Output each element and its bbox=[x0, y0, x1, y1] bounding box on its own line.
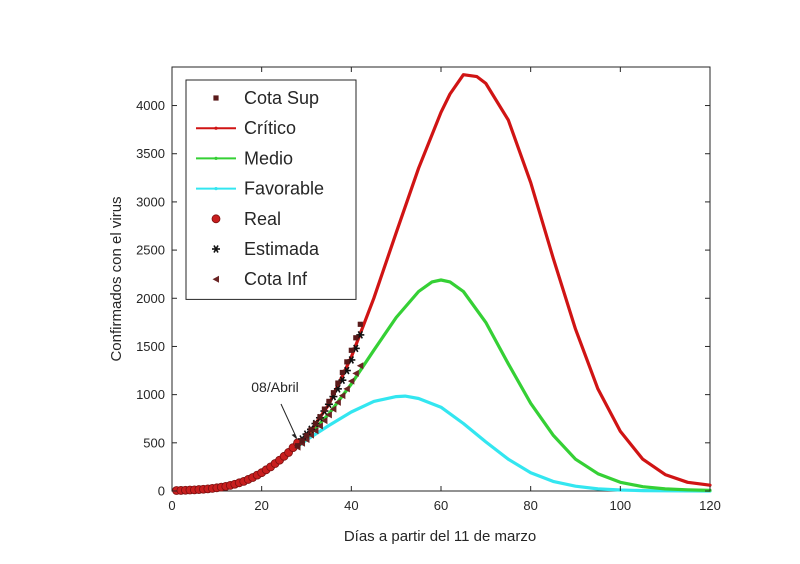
cota-inf-point bbox=[212, 275, 219, 283]
y-tick-label: 3000 bbox=[136, 194, 165, 209]
legend-label: Estimada bbox=[244, 239, 320, 259]
y-tick-label: 4000 bbox=[136, 98, 165, 113]
legend-line-marker bbox=[214, 156, 218, 160]
asterisk-stroke bbox=[339, 376, 346, 385]
cota-sup-point bbox=[308, 427, 314, 433]
x-tick-label: 60 bbox=[434, 498, 448, 513]
cota-inf-point bbox=[329, 405, 337, 413]
real-point bbox=[211, 214, 221, 224]
asterisk-stroke bbox=[353, 344, 359, 353]
legend-item-real: Real bbox=[211, 209, 281, 229]
cota-sup-point bbox=[299, 438, 305, 444]
cota-inf-point bbox=[347, 377, 355, 385]
legend-item-cota-inf: Cota Inf bbox=[212, 269, 308, 289]
cota-inf-point bbox=[356, 362, 364, 370]
series-line-cr-tico bbox=[295, 73, 712, 487]
asterisk-stroke bbox=[335, 384, 341, 393]
x-tick-label: 40 bbox=[344, 498, 358, 513]
cota-inf-point bbox=[334, 398, 341, 406]
estimada-point bbox=[338, 376, 347, 385]
ticks-layer: 0 20 40 60 80 100 120 0 500 1000 1500 2000 2500 3000 3… bbox=[136, 67, 721, 513]
series-real bbox=[172, 438, 302, 495]
asterisk-stroke bbox=[344, 366, 350, 375]
cota-sup-point bbox=[344, 359, 350, 365]
y-tick-label: 0 bbox=[158, 484, 165, 499]
cota-sup-point bbox=[348, 347, 354, 353]
cota-sup-point bbox=[353, 335, 359, 341]
legend-item-cr-tico: Crítico bbox=[196, 118, 296, 138]
series-favorable bbox=[295, 394, 712, 493]
x-tick-label: 80 bbox=[523, 498, 537, 513]
x-axis-label: Días a partir del 11 de marzo bbox=[344, 528, 536, 545]
legend-line-marker bbox=[214, 187, 218, 191]
estimada-point bbox=[356, 330, 365, 339]
y-tick-label: 500 bbox=[143, 435, 165, 450]
cota-sup-point bbox=[335, 380, 341, 386]
annotation-arrow-head bbox=[291, 433, 298, 440]
legend-label: Cota Sup bbox=[244, 88, 319, 108]
y-tick-label: 2500 bbox=[136, 243, 165, 258]
cota-inf-point bbox=[338, 392, 346, 400]
y-tick-label: 2000 bbox=[136, 291, 165, 306]
y-axis-label: Confirmados con el virus bbox=[108, 196, 125, 361]
cota-sup-point bbox=[326, 398, 332, 404]
estimada-point bbox=[212, 245, 220, 253]
y-tick-label: 1500 bbox=[136, 339, 165, 354]
cota-inf-point bbox=[352, 369, 359, 377]
asterisk-stroke bbox=[357, 330, 363, 339]
legend-label: Favorable bbox=[244, 179, 324, 199]
legend-label: Cota Inf bbox=[244, 269, 308, 289]
legend-item-estimada: Estimada bbox=[212, 239, 320, 259]
cota-inf-point bbox=[311, 427, 319, 435]
legend-label: Crítico bbox=[244, 118, 296, 138]
legend-box bbox=[185, 79, 357, 300]
legend-item-cota-sup: Cota Sup bbox=[213, 88, 319, 108]
cota-inf-point bbox=[325, 411, 332, 419]
cota-sup-point bbox=[321, 406, 328, 412]
cota-sup-point bbox=[294, 443, 301, 449]
cota-inf-point bbox=[343, 385, 350, 393]
legend-line-marker bbox=[214, 126, 218, 130]
x-tick-label: 100 bbox=[609, 498, 631, 513]
legend-item-medio: Medio bbox=[196, 148, 293, 168]
cota-inf-point bbox=[307, 431, 314, 439]
legend-label: Medio bbox=[244, 148, 293, 168]
cota-sup-point bbox=[213, 95, 219, 101]
x-tick-label: 20 bbox=[254, 498, 268, 513]
cota-sup-point bbox=[303, 432, 310, 439]
asterisk-stroke bbox=[213, 245, 219, 253]
series-line-favorable bbox=[295, 394, 712, 493]
y-tick-label: 3500 bbox=[136, 146, 165, 161]
cota-sup-point bbox=[312, 420, 319, 427]
y-tick-label: 1000 bbox=[136, 387, 165, 402]
cota-sup-point bbox=[330, 390, 336, 396]
legend: Cota Sup Crítico Medio Favorable Real Estimad… bbox=[185, 79, 357, 300]
annotation-arrow-shaft bbox=[280, 403, 297, 439]
legend-label: Real bbox=[244, 209, 281, 229]
annotation: 08/Abril bbox=[251, 379, 299, 440]
cota-sup-point bbox=[317, 414, 323, 420]
cota-inf-point bbox=[320, 417, 328, 425]
series-cota-sup bbox=[294, 321, 363, 449]
series-layer bbox=[172, 73, 712, 495]
asterisk-stroke bbox=[348, 356, 355, 364]
cota-sup-point bbox=[339, 369, 345, 376]
series-cr-tico bbox=[295, 73, 712, 487]
annotation-text: 08/Abril bbox=[251, 379, 298, 395]
x-tick-label: 0 bbox=[168, 498, 175, 513]
legend-item-favorable: Favorable bbox=[196, 179, 324, 199]
cota-inf-point bbox=[316, 422, 323, 430]
x-tick-label: 120 bbox=[699, 498, 721, 513]
cota-sup-point bbox=[357, 321, 363, 327]
estimada-point bbox=[333, 384, 342, 393]
